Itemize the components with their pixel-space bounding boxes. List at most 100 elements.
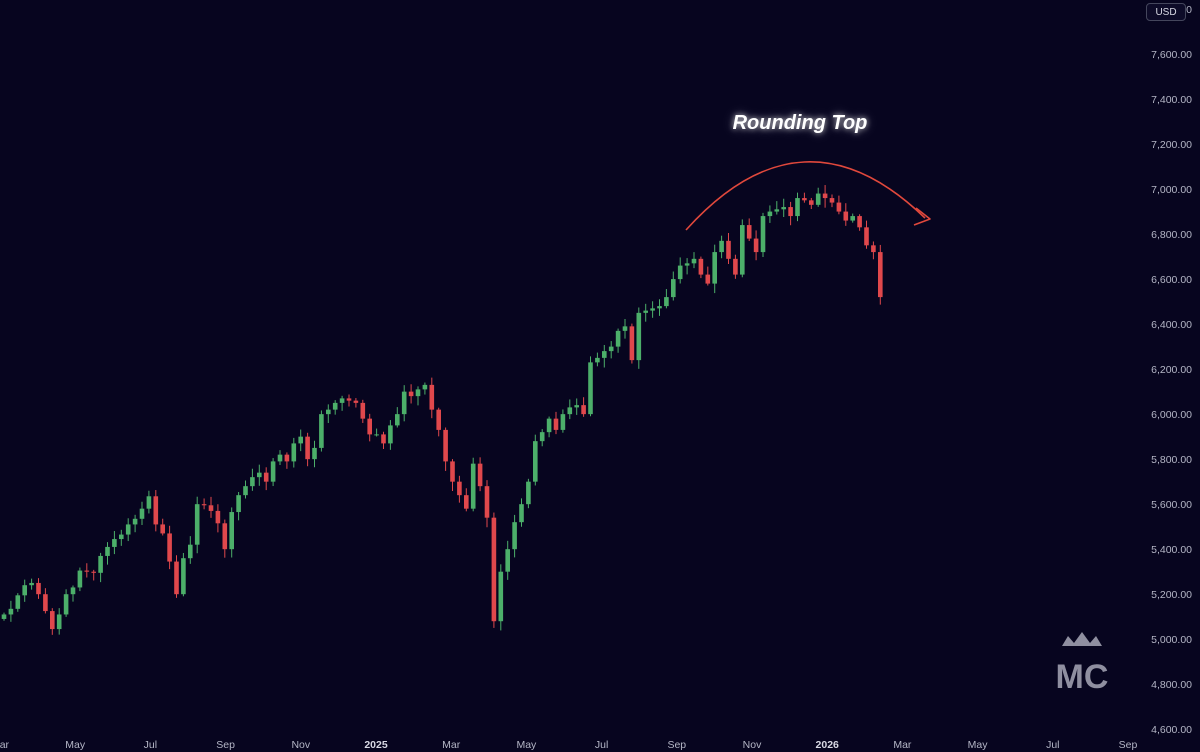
candle-body [312, 447, 317, 460]
candle-body [850, 216, 855, 221]
candle-body [477, 463, 483, 487]
candle-body [802, 198, 807, 201]
candle-body [871, 245, 876, 253]
candle-body [843, 211, 849, 221]
candle-body [429, 384, 435, 410]
candle-body [422, 384, 428, 390]
candle-body [160, 524, 165, 534]
candle-body [50, 611, 55, 630]
candle-body [346, 398, 352, 401]
candle-body [691, 258, 697, 264]
currency-badge[interactable]: USD [1146, 3, 1186, 21]
candle-body [215, 510, 221, 524]
candle-body [132, 518, 138, 525]
candle-body [595, 357, 600, 363]
candle-body [408, 391, 414, 397]
candle-body [539, 432, 545, 442]
price-tick-label: 7,400.00 [1151, 94, 1192, 106]
candle-body [684, 263, 690, 266]
candle-body [774, 209, 780, 212]
candle-body [174, 561, 179, 595]
candle-body [436, 409, 441, 430]
candle-body [457, 481, 462, 496]
candle-body [112, 539, 117, 547]
candle-body [381, 434, 386, 444]
candle-body [305, 436, 310, 460]
time-tick-label: May [65, 739, 86, 751]
candle-body [864, 227, 869, 246]
candle-body [243, 486, 248, 496]
candle-body [788, 207, 793, 217]
candle-body [836, 202, 842, 212]
candle-body [719, 240, 724, 253]
candle-body [533, 441, 538, 482]
svg-text:MC: MC [1056, 658, 1109, 696]
candle-body [443, 429, 448, 462]
candle-body [298, 436, 303, 444]
candle-body [388, 425, 393, 444]
time-tick-label: Jul [1046, 739, 1059, 751]
candle-body [581, 405, 586, 415]
price-tick-label: 4,800.00 [1151, 679, 1192, 691]
candle-body [353, 400, 359, 403]
candle-body [650, 308, 655, 311]
candle-body [829, 198, 835, 203]
price-tick-label: 6,400.00 [1151, 319, 1192, 331]
price-axis[interactable]: 4,600.00 4,800.00 5,000.00 5,200.00 5,400.00… [1151, 4, 1192, 736]
mc-crown-logo: MC [1056, 632, 1109, 696]
candle-body [229, 512, 234, 550]
price-tick-label: 7,200.00 [1151, 139, 1192, 151]
price-tick-label: 6,000.00 [1151, 409, 1192, 421]
candle-body [146, 496, 152, 509]
candle-body [705, 274, 711, 284]
time-tick-label: Jul [595, 739, 608, 751]
candle-body [546, 418, 552, 433]
candle-body [360, 402, 366, 419]
time-tick-label: 2025 [364, 739, 388, 751]
candle-body [767, 211, 773, 217]
time-tick-label: May [968, 739, 989, 751]
candle-body [526, 481, 531, 505]
candle-body [484, 486, 490, 518]
candle-body [857, 216, 862, 228]
candle-body [615, 330, 621, 347]
time-tick-label: Mar [0, 739, 10, 751]
candle-body [602, 351, 607, 358]
candle-body [319, 414, 324, 448]
candle-body [746, 225, 752, 239]
candle-body [671, 279, 676, 298]
candle-body [339, 398, 345, 403]
candle-body [464, 495, 469, 509]
candle-body [201, 504, 207, 506]
candle-body [815, 193, 821, 205]
candle-body [698, 258, 704, 275]
candle-body [574, 405, 579, 408]
time-axis[interactable]: Mar May Jul Sep Nov 2025 Mar May Jul Sep Nov 2026 Ma… [0, 739, 1137, 751]
candle-body [43, 594, 48, 612]
price-tick-label: 6,600.00 [1151, 274, 1192, 286]
time-tick-label: Mar [893, 739, 912, 751]
candle-body [636, 312, 642, 361]
candle-body [29, 582, 34, 586]
candle-body [194, 504, 200, 545]
candle-body [105, 546, 110, 556]
candle-body [567, 407, 573, 415]
candle-body [643, 310, 648, 313]
candle-body [63, 594, 69, 615]
candle-body [222, 523, 228, 550]
candle-body [753, 238, 759, 253]
candle-body [181, 558, 186, 595]
candle-body [167, 533, 172, 562]
candle-body [878, 252, 883, 298]
price-tick-label: 6,200.00 [1151, 364, 1192, 376]
candle-body [512, 522, 517, 550]
candle-body [367, 418, 372, 435]
candle-body [263, 472, 269, 482]
candle-body [284, 454, 290, 462]
candle-body [450, 461, 455, 482]
candle-body [657, 306, 662, 309]
candle-body [208, 505, 214, 511]
candle-body [622, 326, 628, 331]
candle-body [781, 207, 786, 210]
